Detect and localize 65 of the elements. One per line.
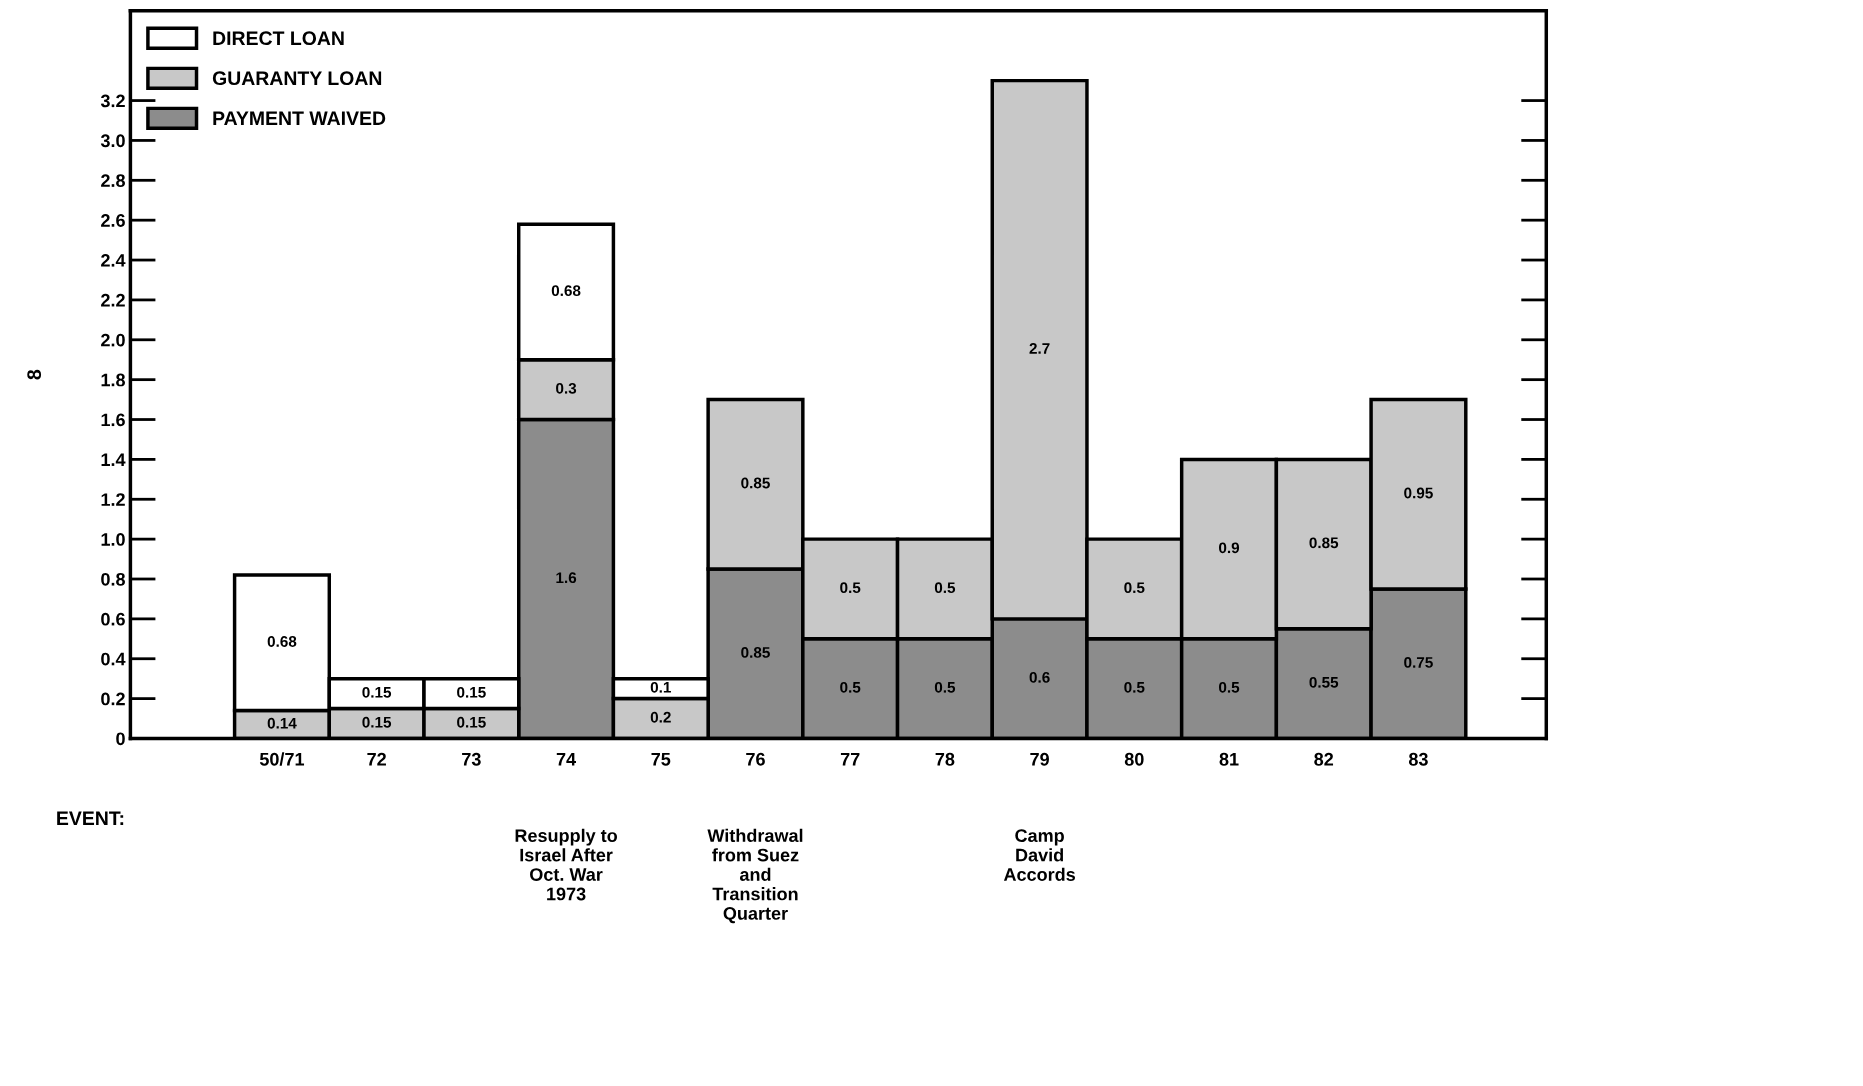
text: 1.0 [101,533,125,546]
x-tick-label: 77 [840,753,860,766]
y-tick-label: 1.8 [101,373,125,387]
x-tick-label: 74 [556,753,577,766]
data-label: 0.85 [741,477,770,489]
data-label: 0.5 [934,681,956,693]
legend-label: PAYMENT WAIVED [213,111,386,125]
y-tick-label: 3.2 [100,94,125,108]
data-label: 0.15 [457,716,486,728]
y-tick-label: 1.4 [101,453,126,466]
x-tick-label: 81 [1219,752,1239,766]
text: 3.0 [100,134,125,148]
y-tick-label: 2.8 [101,174,125,188]
data-label: 0.55 [1309,676,1339,688]
x-tick-label: 76 [746,752,765,766]
data-label: 0.85 [741,647,770,658]
legend-label: GUARANTY LOAN [212,71,382,86]
data-label: 0.5 [1124,681,1145,693]
x-tick-label: 79 [1030,752,1049,766]
data-label: 0.5 [1124,582,1145,594]
data-label: 0.3 [556,382,577,394]
text: Withdrawal from Suez and Transition Quarter [707,828,803,924]
data-label: 0.5 [840,681,861,693]
text: Camp David Accords [1003,829,1075,881]
y-tick-label: 0 [116,732,125,746]
x-tick-label: 73 [462,752,481,766]
data-label: 0.15 [362,716,392,728]
data-label: 0.5 [840,582,861,594]
data-label: 0.85 [1309,537,1339,549]
x-tick-label: 78 [935,752,955,766]
y-tick-label: 1.2 [101,493,125,506]
y-axis-title: 8 [27,369,42,380]
data-label: 0.2 [650,711,671,723]
data-label: 0.15 [362,686,392,698]
y-tick-label: 0.2 [101,692,125,706]
y-tick-label: 1.6 [101,413,125,427]
text: Resupply to Israel After Oct. War 1973 [515,828,618,901]
y-tick-label: 2.6 [101,214,125,227]
data-label: 0.68 [267,636,297,647]
x-tick-label: 72 [367,752,386,766]
x-tick-label: 75 [651,753,671,766]
data-label: 0.15 [457,686,486,698]
data-label: 0.9 [1219,542,1240,554]
y-tick-label: 2.2 [101,293,125,307]
data-label: 0.68 [551,285,581,297]
y-tick-label: 2.4 [101,253,126,267]
data-label: 0.14 [267,717,297,729]
text: EVENT: [57,811,124,825]
data-label: 0.1 [650,681,671,693]
data-label: 0.5 [1219,681,1240,693]
y-tick-label: 0.6 [101,612,125,626]
data-label: 1.6 [556,572,577,584]
text: 2.0 [101,333,125,347]
data-label: 0.5 [934,582,956,594]
data-label: 2.7 [1029,343,1050,354]
y-tick-label: 0.4 [101,652,126,666]
x-tick-label: 50/71 [259,752,305,766]
x-tick-label: 80 [1124,752,1144,766]
data-label: 0.95 [1404,487,1433,499]
data-label: 0.6 [1029,671,1050,683]
legend-label: DIRECT LOAN [213,31,344,46]
data-label: 0.75 [1404,657,1433,668]
y-tick-label: 0.8 [101,572,125,586]
x-tick-label: 83 [1408,752,1428,766]
x-tick-label: 82 [1314,752,1334,766]
